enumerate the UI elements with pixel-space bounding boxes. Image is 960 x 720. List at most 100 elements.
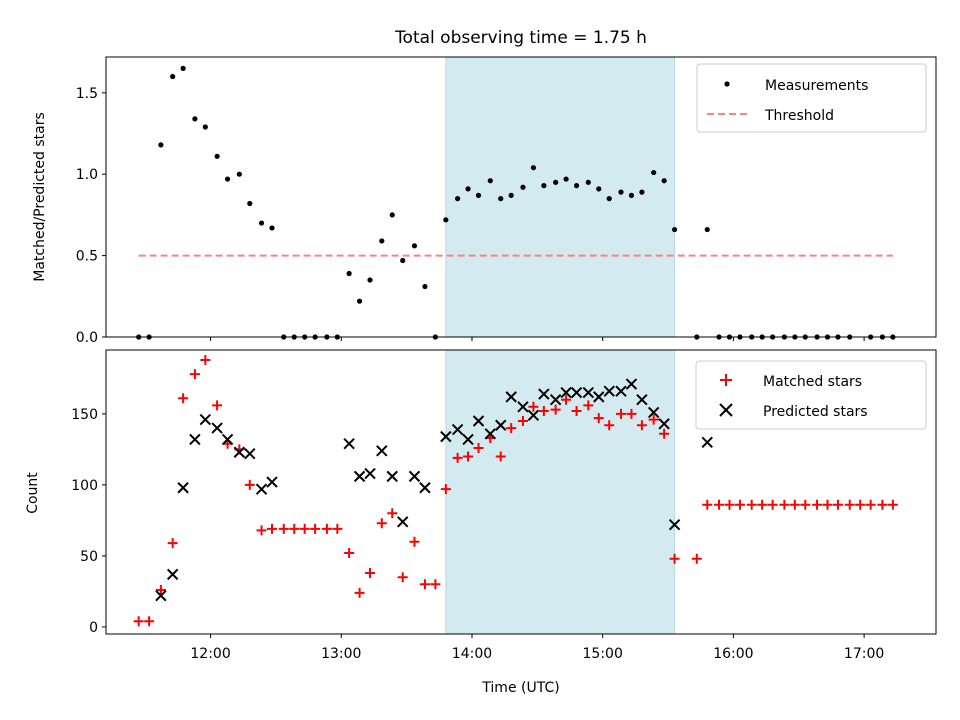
predicted-stars-point xyxy=(376,445,388,457)
measurements-point xyxy=(400,257,406,264)
predicted-stars-point xyxy=(462,433,474,446)
matched-stars-point xyxy=(289,523,300,534)
matched-stars-point xyxy=(189,369,200,380)
matched-stars-point xyxy=(746,499,757,510)
measurements-point xyxy=(628,192,635,198)
measurements-point xyxy=(170,73,176,80)
matched-stars-point xyxy=(212,400,223,411)
matched-stars-point xyxy=(604,420,615,431)
matched-stars-point xyxy=(561,394,572,405)
bottom-y-tick-label: 100 xyxy=(71,478,98,494)
top-y-tick-label: 1.0 xyxy=(76,167,98,183)
measurements-point xyxy=(455,196,461,202)
predicted-stars-point xyxy=(353,470,366,483)
measurements-point xyxy=(541,183,547,189)
matched-stars-point xyxy=(430,579,441,590)
legend-predicted-label: Predicted stars xyxy=(763,404,868,420)
top-y-axis-label: Matched/Predicted stars xyxy=(32,112,48,282)
matched-stars-point xyxy=(506,423,517,434)
matched-stars-point xyxy=(636,420,647,431)
predicted-stars-point xyxy=(199,413,212,426)
matched-stars-point xyxy=(800,499,811,510)
matched-stars-point xyxy=(691,553,702,564)
top-observing-span xyxy=(445,56,676,338)
legend-threshold-label: Threshold xyxy=(764,108,834,124)
predicted-stars-point xyxy=(505,391,517,403)
bottom-axes-frame xyxy=(105,349,937,635)
x-tick-label: 17:00 xyxy=(844,646,884,662)
top-y-tick-label: 0.0 xyxy=(76,330,98,346)
top-legend: Measurements Threshold xyxy=(696,63,927,133)
measurements-point xyxy=(639,189,645,195)
matched-stars-point xyxy=(779,499,790,510)
matched-stars-point xyxy=(734,499,745,510)
measurements-point xyxy=(465,186,471,192)
predicted-stars-point xyxy=(549,393,562,406)
x-tick-label: 16:00 xyxy=(713,646,753,662)
predicted-stars-point xyxy=(527,409,540,422)
predicted-stars-point xyxy=(647,406,660,419)
measurements-point xyxy=(475,192,482,198)
predicted-stars-point xyxy=(701,436,713,449)
measurements-point xyxy=(411,243,418,249)
matched-stars-point xyxy=(648,414,659,425)
matched-stars-point xyxy=(812,499,823,510)
matched-stars-point xyxy=(757,499,768,510)
predicted-stars-point xyxy=(615,385,627,397)
measurements-point xyxy=(346,270,352,277)
matched-stars-point xyxy=(865,499,876,510)
predicted-stars-point xyxy=(233,446,246,458)
predicted-stars-point xyxy=(397,516,409,528)
measurements-point xyxy=(704,226,710,233)
predicted-stars-point xyxy=(343,438,355,450)
legend-matched-marker xyxy=(720,374,732,386)
matched-stars-point xyxy=(702,499,713,510)
matched-stars-point xyxy=(321,523,332,534)
top-panel: 0.0 0.5 1.0 1.5 Matched/Predicted stars Mea… xyxy=(32,56,937,346)
matched-stars-point xyxy=(397,572,408,583)
measurements-point xyxy=(367,277,373,283)
matched-stars-point xyxy=(789,499,800,510)
measurements-point xyxy=(379,238,385,244)
measurements-point xyxy=(443,217,449,223)
legend-measurements-label: Measurements xyxy=(765,78,868,94)
matched-stars-point xyxy=(440,484,451,495)
legend-measurements-marker xyxy=(724,81,730,87)
predicted-stars-point xyxy=(177,482,189,494)
x-tick-label: 15:00 xyxy=(583,646,623,662)
x-axis-label: Time (UTC) xyxy=(481,680,559,696)
measurements-point xyxy=(671,226,678,233)
predicted-stars-point xyxy=(221,433,234,446)
matched-stars-point xyxy=(473,442,484,453)
measurements-point xyxy=(356,298,363,304)
measurements-point xyxy=(389,212,395,218)
matched-stars-point xyxy=(144,616,155,627)
measurements-point xyxy=(236,171,242,177)
x-tick-label: 12:00 xyxy=(190,646,230,662)
matched-stars-point xyxy=(278,523,289,534)
matched-stars-point xyxy=(517,416,528,426)
predicted-stars-point xyxy=(570,386,583,399)
measurements-point xyxy=(224,176,231,182)
measurements-point xyxy=(180,65,186,71)
matched-stars-point xyxy=(463,451,474,462)
measurements-point xyxy=(651,169,657,176)
matched-stars-point xyxy=(178,393,189,404)
predicted-stars-point xyxy=(582,386,595,399)
matched-stars-point xyxy=(877,499,888,510)
bottom-y-tick-label: 50 xyxy=(80,549,98,565)
bottom-legend-box xyxy=(695,360,927,430)
predicted-stars-point xyxy=(364,467,376,480)
predicted-stars-point xyxy=(166,568,179,581)
predicted-stars-point xyxy=(451,423,464,436)
predicted-stars-point xyxy=(408,470,421,483)
predicted-stars-point xyxy=(484,428,496,440)
measurements-point xyxy=(247,200,253,207)
measurements-point xyxy=(202,124,208,130)
bottom-data-layer xyxy=(133,354,898,627)
predicted-stars-point xyxy=(155,589,167,602)
matched-stars-point xyxy=(354,587,365,598)
predicted-stars-point xyxy=(658,418,670,430)
predicted-stars-point xyxy=(440,430,452,443)
